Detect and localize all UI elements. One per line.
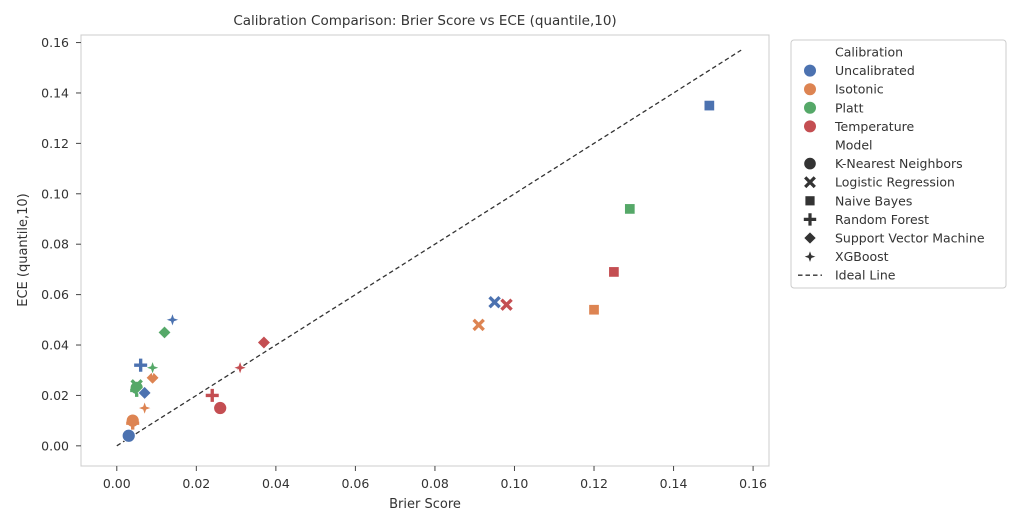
legend-title-model: Model xyxy=(835,138,873,153)
legend-label-isotonic: Isotonic xyxy=(835,82,884,97)
x-axis-ticks: 0.00 0.02 0.04 0.06 0.08 0.10 0.12 0.14 0.16 xyxy=(103,466,767,491)
point-temperature-logistic-regression xyxy=(500,298,513,311)
legend-label-ideal-line: Ideal Line xyxy=(835,268,896,283)
legend-swatch-uncalibrated xyxy=(804,64,816,77)
chart-title: Calibration Comparison: Brier Score vs E… xyxy=(233,13,616,29)
point-uncalibrated-support-vector-machine xyxy=(137,385,152,400)
point-platt-xgboost xyxy=(144,359,161,376)
y-tick-label: 0.06 xyxy=(41,287,69,302)
point-isotonic-xgboost xyxy=(136,399,153,417)
x-tick-label: 0.16 xyxy=(739,476,767,491)
y-axis-ticks: 0.00 0.02 0.04 0.06 0.08 0.10 0.12 0.14 0.16 xyxy=(41,35,81,453)
y-axis-label: ECE (quantile,10) xyxy=(16,193,31,306)
x-tick-label: 0.00 xyxy=(103,476,131,491)
point-isotonic-random-forest xyxy=(126,416,140,430)
legend-marker-diamond xyxy=(803,231,817,245)
legend-swatch-platt xyxy=(804,101,816,114)
legend-marker-star xyxy=(802,248,818,265)
legend-label-naive-bayes: Naive Bayes xyxy=(835,193,912,208)
legend-label-platt: Platt xyxy=(835,100,864,115)
x-tick-label: 0.04 xyxy=(262,476,290,491)
legend-marker-square xyxy=(804,195,816,207)
legend-label-support-vector-machine: Support Vector Machine xyxy=(835,231,985,246)
y-tick-label: 0.02 xyxy=(41,388,69,403)
point-uncalibrated-xgboost xyxy=(164,311,181,328)
legend-marker-plus xyxy=(803,213,817,226)
legend: Calibration Uncalibrated Isotonic Platt Temp… xyxy=(790,39,1007,289)
legend-title-calibration: Calibration xyxy=(835,45,903,60)
legend-swatch-temperature xyxy=(804,120,816,133)
point-isotonic-support-vector-machine xyxy=(145,370,160,385)
x-tick-label: 0.08 xyxy=(421,476,449,491)
point-temperature-support-vector-machine xyxy=(256,335,272,350)
legend-label-uncalibrated: Uncalibrated xyxy=(835,63,915,78)
legend-label-xgboost: XGBoost xyxy=(835,249,889,264)
x-axis-label: Brier Score xyxy=(389,497,461,512)
y-tick-label: 0.00 xyxy=(41,438,69,453)
data-points xyxy=(121,99,715,443)
legend-marker-x xyxy=(804,176,816,189)
point-temperature-naive-bayes xyxy=(608,266,620,278)
point-uncalibrated-logistic-regression xyxy=(488,295,501,309)
y-tick-label: 0.08 xyxy=(41,237,69,252)
plot-area xyxy=(80,34,770,467)
y-tick-label: 0.04 xyxy=(41,338,69,353)
legend-label-temperature: Temperature xyxy=(834,119,914,134)
y-tick-label: 0.16 xyxy=(41,35,69,50)
point-uncalibrated-k-nearest-neighbors xyxy=(121,428,136,443)
legend-label-logistic-regression: Logistic Regression xyxy=(835,175,955,190)
point-isotonic-logistic-regression xyxy=(472,318,485,332)
point-platt-naive-bayes xyxy=(624,203,636,215)
legend-marker-circle xyxy=(803,157,817,171)
x-tick-label: 0.12 xyxy=(580,476,608,491)
legend-box xyxy=(790,39,1007,289)
y-tick-label: 0.14 xyxy=(41,85,69,100)
point-uncalibrated-random-forest xyxy=(134,358,148,372)
legend-label-k-nearest-neighbors: K-Nearest Neighbors xyxy=(835,156,963,171)
x-tick-label: 0.02 xyxy=(182,476,210,491)
point-uncalibrated-naive-bayes xyxy=(703,99,715,112)
point-platt-support-vector-machine xyxy=(157,325,172,340)
legend-label-random-forest: Random Forest xyxy=(835,212,929,227)
point-temperature-random-forest xyxy=(205,388,219,402)
point-temperature-k-nearest-neighbors xyxy=(213,401,228,415)
y-tick-label: 0.12 xyxy=(41,136,69,151)
x-tick-label: 0.10 xyxy=(501,476,529,491)
point-isotonic-naive-bayes xyxy=(588,304,600,316)
y-tick-label: 0.10 xyxy=(41,186,69,201)
point-temperature-xgboost xyxy=(232,359,249,376)
x-tick-label: 0.06 xyxy=(341,476,369,491)
legend-swatch-isotonic xyxy=(804,83,816,96)
x-tick-label: 0.14 xyxy=(660,476,688,491)
ideal-line xyxy=(116,49,742,447)
